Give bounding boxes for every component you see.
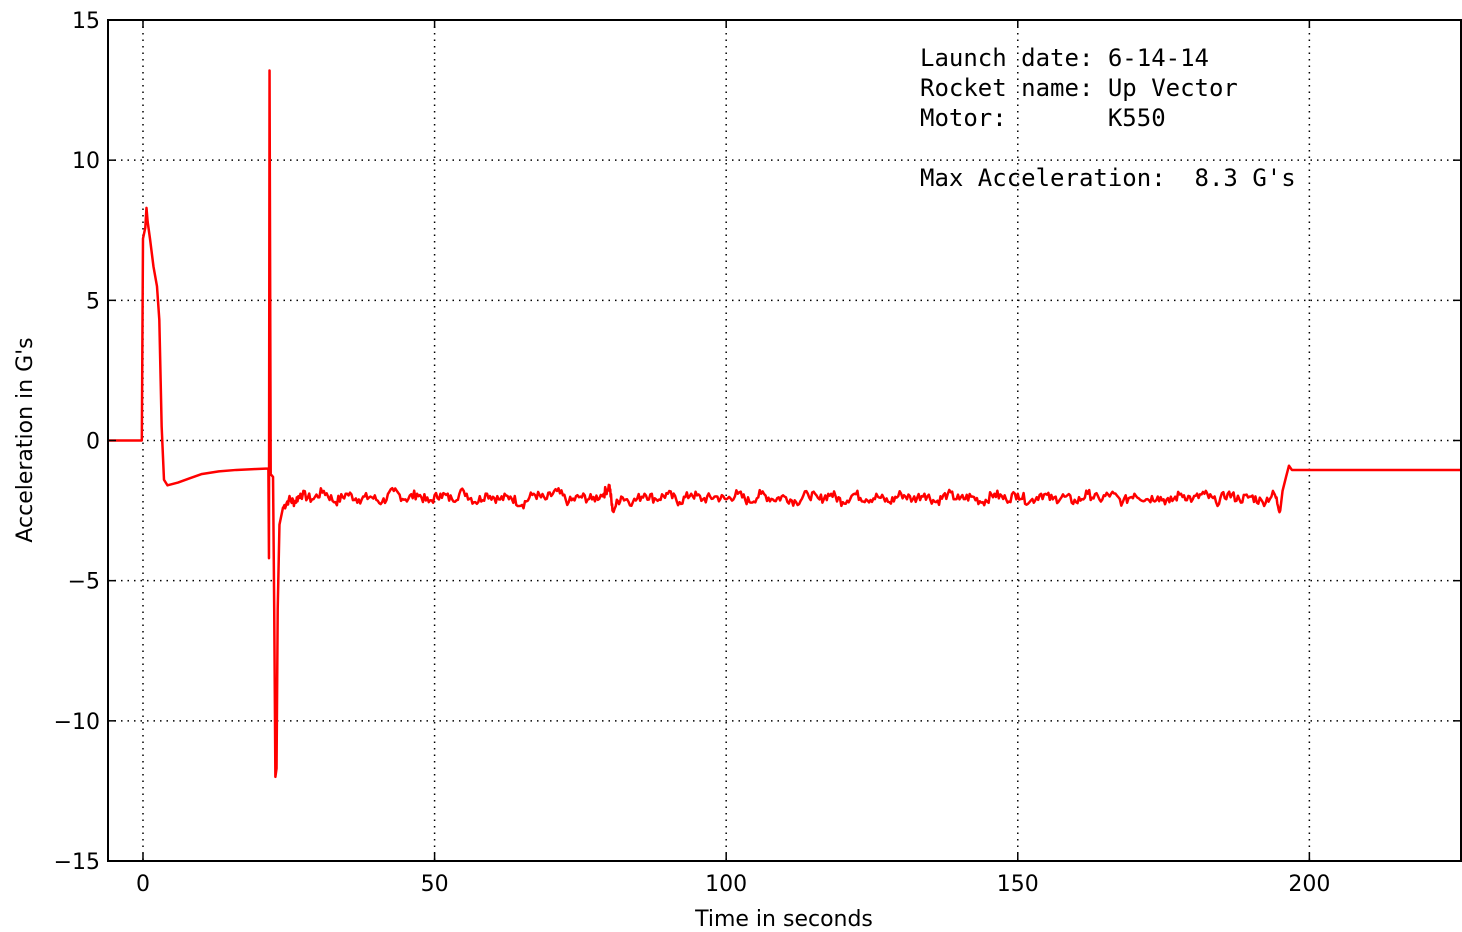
- x-tick-label: 150: [997, 872, 1039, 897]
- y-tick-label: 5: [86, 289, 100, 314]
- annotation-launch-date: Launch date: 6-14-14: [920, 44, 1209, 72]
- x-tick-label: 100: [705, 872, 747, 897]
- x-tick-label: 0: [136, 872, 150, 897]
- y-tick-label: 15: [72, 9, 100, 34]
- y-tick-label: 10: [72, 149, 100, 174]
- x-tick-label: 200: [1288, 872, 1330, 897]
- annotation-rocket-name: Rocket name: Up Vector: [920, 74, 1238, 102]
- annotation-max-acceleration: Max Acceleration: 8.3 G's: [920, 164, 1296, 192]
- x-axis-label: Time in seconds: [694, 907, 873, 932]
- tick-marks: [108, 19, 1461, 862]
- y-tick-label: −5: [68, 570, 100, 595]
- y-tick-label: −15: [54, 850, 100, 875]
- annotation-motor: Motor: K550: [920, 104, 1166, 132]
- series-layer: [108, 69, 1461, 779]
- acceleration-series-line: [108, 69, 1461, 779]
- grid-lines: [108, 20, 1461, 861]
- y-axis-label: Acceleration in G's: [13, 337, 38, 542]
- x-tick-label: 50: [421, 872, 449, 897]
- y-tick-label: −10: [54, 710, 100, 735]
- y-tick-label: 0: [86, 430, 100, 455]
